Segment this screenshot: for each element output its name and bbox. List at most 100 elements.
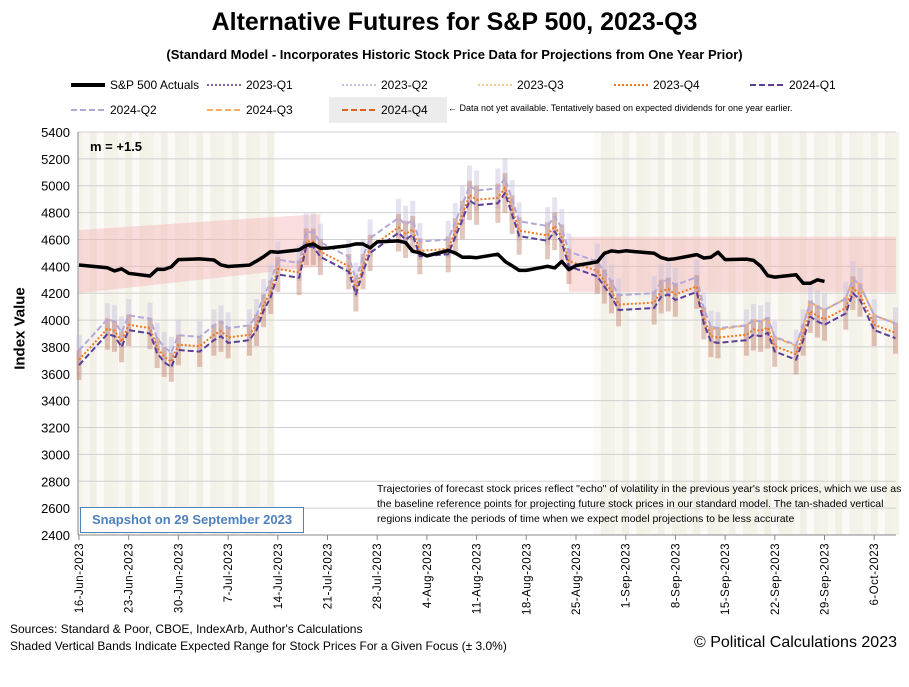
legend-swatch-icon (342, 109, 376, 111)
less-accurate-band (629, 132, 637, 535)
legend-swatch-icon (71, 83, 105, 87)
less-accurate-band (160, 132, 168, 535)
less-accurate-band (103, 132, 111, 535)
legend-item: 2023-Q3 (477, 78, 564, 92)
legend-item: 2024-Q3 (206, 103, 293, 117)
less-accurate-band (253, 132, 261, 535)
less-accurate-band (742, 132, 750, 535)
legend-item: 2023-Q2 (341, 78, 428, 92)
error-bar (467, 165, 472, 206)
error-bar (751, 303, 756, 337)
error-bar (119, 331, 125, 363)
less-accurate-band (196, 132, 204, 535)
less-accurate-band (231, 132, 239, 535)
less-accurate-band (785, 132, 793, 535)
less-accurate-band (792, 132, 800, 535)
less-accurate-band (735, 132, 743, 535)
less-accurate-band (778, 132, 786, 535)
error-bar (467, 180, 472, 221)
less-accurate-band (671, 132, 679, 535)
less-accurate-band (622, 132, 630, 535)
error-bar (545, 222, 551, 260)
x-tick-label: 6-Oct-2023 (869, 543, 881, 606)
y-tick-label: 4800 (41, 206, 70, 221)
x-tick-label: 21-Jul-2023 (323, 543, 335, 609)
error-bar (708, 310, 714, 343)
less-accurate-band (96, 132, 104, 535)
less-accurate-band (835, 132, 843, 535)
error-bar (396, 198, 401, 238)
less-accurate-band (167, 132, 175, 535)
legend-swatch-icon (478, 84, 512, 86)
copyright: © Political Calculations 2023 (693, 634, 897, 651)
y-tick-label: 5400 (41, 125, 70, 140)
error-bar (410, 216, 416, 254)
y-tick-label: 4200 (41, 286, 70, 301)
legend-label: 2023-Q2 (381, 78, 428, 92)
m-annotation: m = +1.5 (90, 139, 143, 154)
snapshot-label: Snapshot on 29 September 2023 (80, 507, 304, 533)
less-accurate-band (721, 132, 729, 535)
legend-label: 2024-Q2 (110, 103, 157, 117)
less-accurate-band (856, 132, 864, 535)
error-bar (403, 205, 409, 244)
legend-label: S&P 500 Actuals (110, 78, 200, 92)
x-tick-label: 8-Sep-2023 (670, 543, 682, 608)
x-tick-label: 7-Jul-2023 (223, 543, 235, 602)
x-tick-label: 22-Sep-2023 (770, 543, 782, 615)
y-tick-label: 3800 (41, 340, 70, 355)
less-accurate-band (877, 132, 885, 535)
less-accurate-band (821, 132, 829, 535)
less-accurate-band (118, 132, 126, 535)
less-accurate-band (650, 132, 658, 535)
x-tick-label: 1-Sep-2023 (621, 543, 633, 608)
legend-label: 2023-Q3 (517, 78, 564, 92)
expected-range-band (568, 236, 896, 292)
error-bar (126, 314, 132, 346)
error-bar (516, 202, 522, 241)
less-accurate-band (870, 132, 878, 535)
x-tick-label: 14-Jul-2023 (273, 543, 285, 609)
error-bar (360, 238, 366, 275)
y-tick-label: 3000 (41, 447, 70, 462)
less-accurate-band (636, 132, 644, 535)
error-bar (594, 258, 600, 294)
less-accurate-band (615, 132, 623, 535)
error-bar (175, 319, 181, 351)
legend-note: ← Data not yet available. Tentatively ba… (448, 103, 793, 113)
legend-swatch-icon (71, 109, 105, 111)
less-accurate-band (82, 132, 90, 535)
bands-text: Shaded Vertical Bands Indicate Expected … (10, 639, 507, 653)
y-tick-label: 5200 (41, 152, 70, 167)
y-tick-label: 5000 (41, 179, 70, 194)
less-accurate-band (260, 132, 268, 535)
error-bar (559, 209, 565, 247)
error-bar (275, 256, 281, 292)
less-accurate-band (203, 132, 211, 535)
legend-highlight (329, 97, 447, 123)
error-bar (246, 324, 252, 356)
y-tick-label: 3600 (41, 367, 70, 382)
less-accurate-band (238, 132, 246, 535)
less-accurate-band (139, 132, 147, 535)
less-accurate-band (664, 132, 672, 535)
x-tick-label: 25-Aug-2023 (571, 543, 583, 615)
less-accurate-band (693, 132, 701, 535)
legend-swatch-icon (614, 84, 648, 86)
less-accurate-band (132, 132, 140, 535)
less-accurate-band (111, 132, 119, 535)
legend-swatch-icon (342, 84, 376, 86)
error-bar (403, 220, 409, 259)
x-tick-label: 28-Jul-2023 (372, 543, 384, 609)
error-bar (474, 185, 480, 225)
less-accurate-band (842, 132, 850, 535)
error-bar (168, 352, 174, 382)
chart-subtitle: (Standard Model - Incorporates Historic … (166, 47, 743, 62)
legend-swatch-icon (207, 84, 241, 86)
less-accurate-band (806, 132, 814, 535)
legend-item: S&P 500 Actuals (70, 78, 199, 92)
error-bar (545, 207, 551, 245)
error-bar (367, 219, 373, 257)
error-bar (126, 299, 132, 332)
